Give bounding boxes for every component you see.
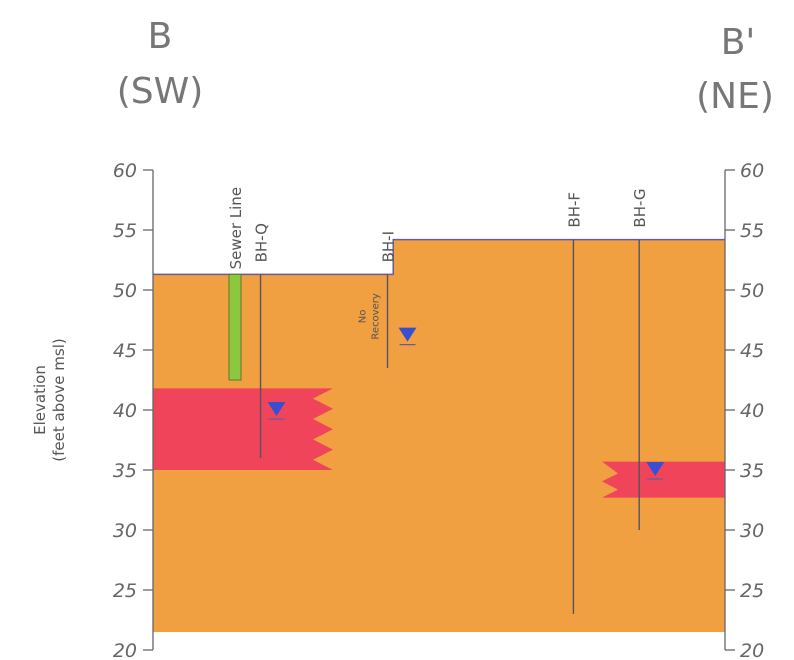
geology-layers — [153, 238, 725, 632]
tick-label: 30 — [740, 520, 764, 542]
section-end-direction: (NE) — [696, 76, 774, 117]
tick-label: 45 — [113, 340, 137, 362]
y-axis-title-line2: (feet above msl) — [50, 338, 68, 461]
section-end-letter: B' — [721, 22, 756, 63]
tick-label: 40 — [740, 400, 764, 422]
tick-label: 20 — [740, 640, 764, 660]
boreholes — [259, 239, 665, 614]
right-elevation-axis: 60 55 50 45 40 35 30 25 20 — [724, 160, 764, 660]
sewer-line-pipe — [228, 273, 242, 381]
water-level-icon — [646, 462, 665, 476]
left-elevation-axis: 60 55 50 45 40 35 30 25 20 — [113, 160, 154, 660]
tick-label: 25 — [740, 580, 764, 602]
saturated-lens-ne — [602, 461, 725, 498]
fill-unit — [153, 239, 725, 632]
tick-label: 50 — [740, 280, 764, 302]
tick-label: 60 — [113, 160, 137, 182]
tick-label: 45 — [740, 340, 764, 362]
tick-label: 40 — [113, 400, 137, 422]
section-start-direction: (SW) — [117, 71, 204, 112]
no-recovery-note: No — [358, 310, 369, 324]
tick-label: 20 — [113, 640, 137, 660]
borehole-labels: BH-Q BH-I No Recovery BH-F BH-G — [253, 188, 650, 339]
tick-label: 25 — [113, 580, 137, 602]
tick-label: 35 — [740, 460, 764, 482]
y-axis-title-line1: Elevation — [31, 365, 49, 435]
sewer-line-label: Sewer Line — [227, 187, 245, 269]
borehole-label: BH-I — [380, 231, 398, 262]
borehole-label: BH-F — [565, 192, 583, 228]
saturated-lens-sw — [153, 388, 333, 470]
no-recovery-note: Recovery — [371, 293, 382, 339]
ground-surface-line — [153, 238, 725, 276]
tick-label: 55 — [113, 220, 137, 242]
section-start-letter: B — [148, 16, 173, 57]
water-level-icon — [398, 327, 417, 342]
tick-label: 35 — [113, 460, 137, 482]
borehole-label: BH-G — [631, 188, 649, 227]
water-level-icon — [267, 402, 286, 416]
tick-label: 55 — [740, 220, 764, 242]
y-axis-title: Elevation (feet above msl) — [31, 338, 68, 461]
tick-label: 60 — [740, 160, 764, 182]
tick-label: 30 — [113, 520, 137, 542]
tick-label: 50 — [113, 280, 137, 302]
borehole-label: BH-Q — [253, 223, 271, 262]
